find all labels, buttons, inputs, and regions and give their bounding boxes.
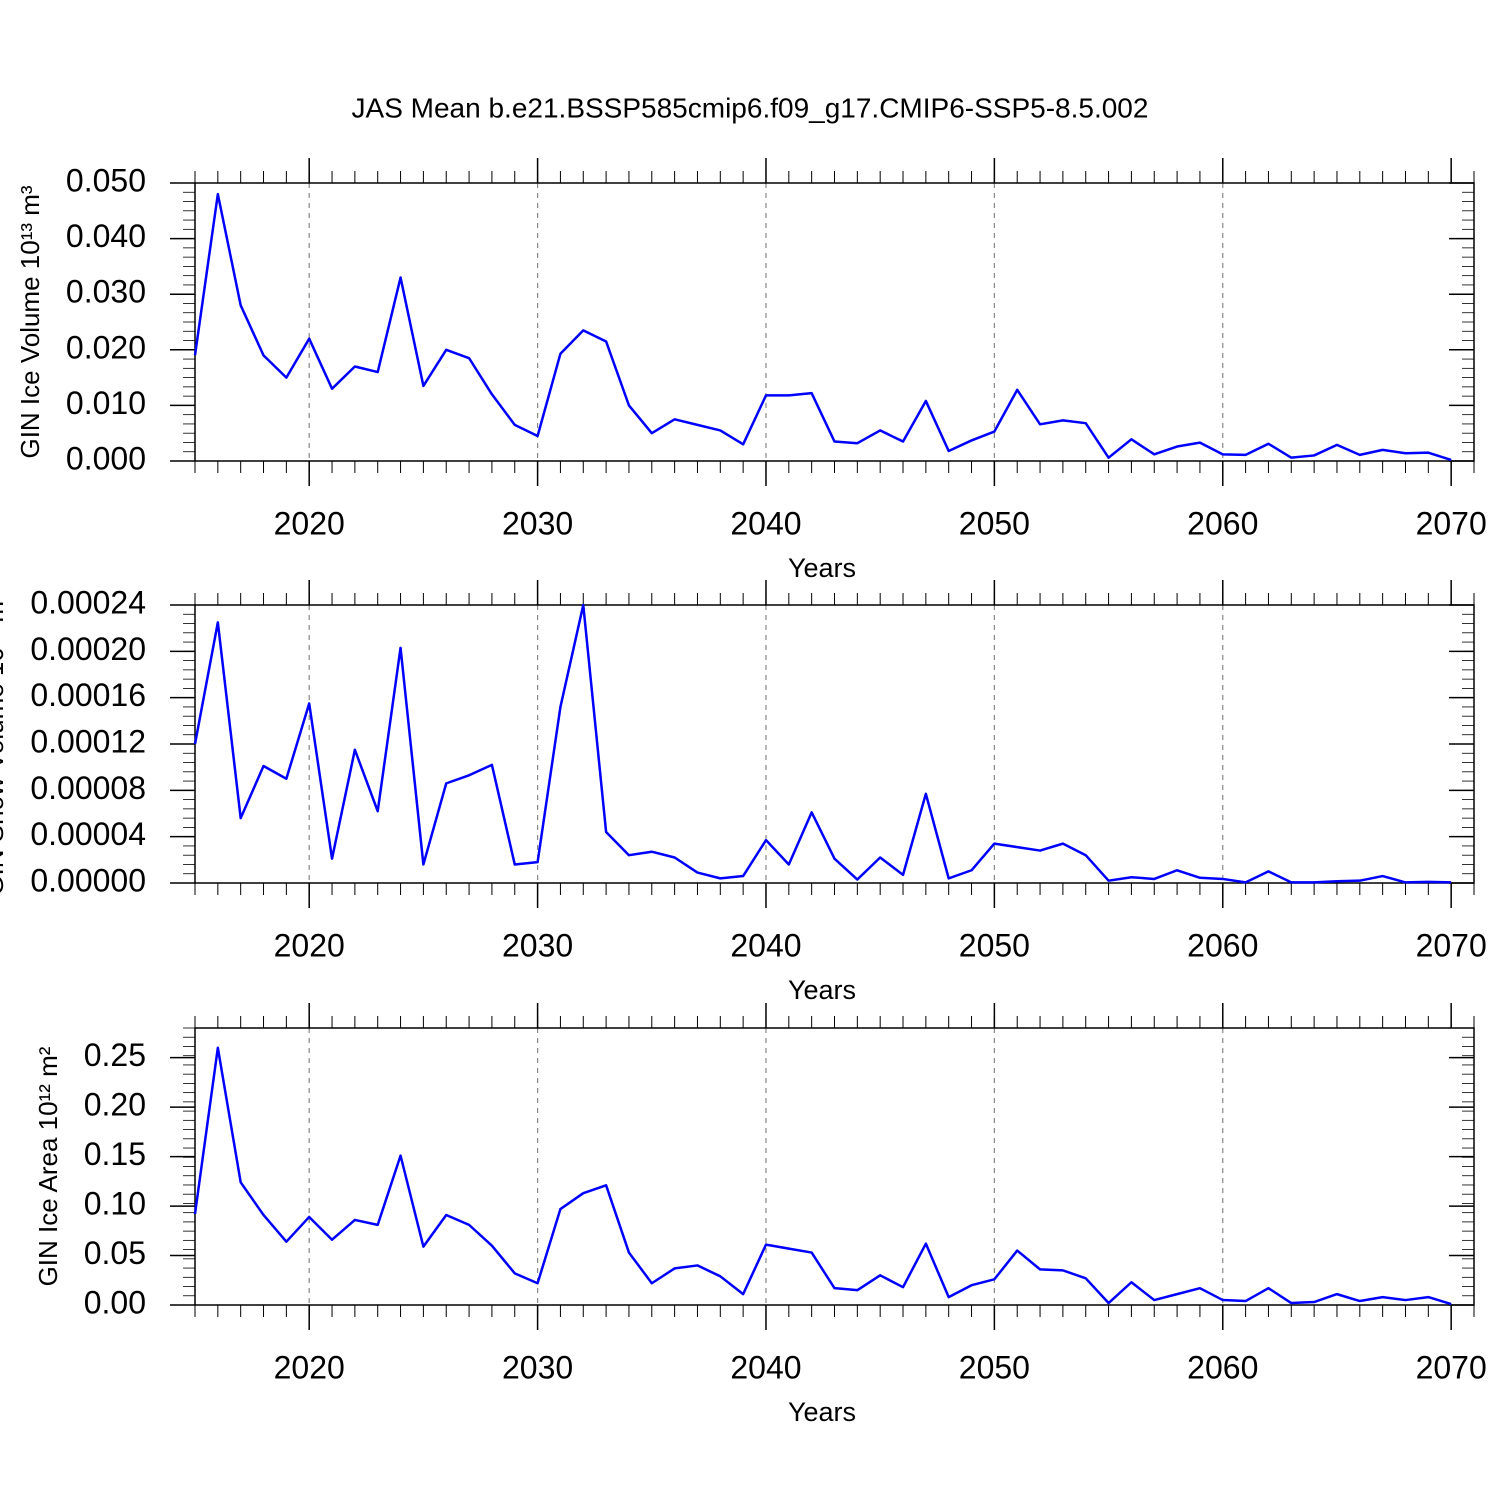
x-tick-label: 2060 — [1187, 927, 1258, 963]
y-tick-label: 0.000 — [66, 440, 146, 476]
plot-frame — [194, 182, 1475, 462]
x-tick-label: 2030 — [502, 927, 573, 963]
y-tick-label: 0.00008 — [30, 770, 146, 806]
x-tick-label: 2060 — [1187, 505, 1258, 541]
y-axis-label: GIN Snow Volume 10¹³ m³ — [0, 592, 9, 896]
plot-frame — [194, 1027, 1475, 1306]
x-tick-label: 2030 — [502, 1349, 573, 1385]
y-tick-label: 0.00012 — [30, 723, 146, 759]
data-line — [193, 1046, 1452, 1306]
y-tick-label: 0.040 — [66, 218, 146, 254]
x-tick-label: 2020 — [274, 927, 345, 963]
y-axis-label: GIN Ice Volume 10¹³ m³ — [15, 185, 45, 458]
chart-title: JAS Mean b.e21.BSSP585cmip6.f09_g17.CMIP… — [352, 92, 1149, 123]
x-tick-label: 2070 — [1416, 505, 1487, 541]
data-line — [193, 603, 1452, 884]
x-tick-label: 2030 — [502, 505, 573, 541]
x-tick-label: 2050 — [959, 1349, 1030, 1385]
y-tick-label: 0.00004 — [30, 816, 146, 852]
y-tick-label: 0.010 — [66, 385, 146, 421]
x-axis-label: Years — [788, 975, 856, 1005]
x-tick-label: 2050 — [959, 927, 1030, 963]
y-tick-label: 0.030 — [66, 274, 146, 310]
x-tick-label: 2020 — [274, 1349, 345, 1385]
y-tick-label: 0.20 — [84, 1087, 146, 1123]
x-tick-label: 2060 — [1187, 1349, 1258, 1385]
x-axis-label: Years — [788, 553, 856, 583]
x-tick-label: 2070 — [1416, 927, 1487, 963]
x-tick-label: 2020 — [274, 505, 345, 541]
y-tick-label: 0.00 — [84, 1284, 146, 1320]
x-tick-label: 2040 — [730, 927, 801, 963]
y-tick-label: 0.10 — [84, 1186, 146, 1222]
y-tick-label: 0.020 — [66, 329, 146, 365]
y-tick-label: 0.050 — [66, 162, 146, 198]
x-axis-label: Years — [788, 1397, 856, 1427]
y-tick-label: 0.05 — [84, 1235, 146, 1271]
x-tick-label: 2070 — [1416, 1349, 1487, 1385]
y-axis-label: GIN Ice Area 10¹² m² — [33, 1046, 63, 1286]
y-tick-label: 0.00000 — [30, 862, 146, 898]
y-tick-label: 0.00024 — [30, 584, 146, 620]
x-tick-label: 2050 — [959, 505, 1030, 541]
data-line — [193, 192, 1452, 462]
y-tick-label: 0.15 — [84, 1136, 146, 1172]
y-tick-label: 0.25 — [84, 1037, 146, 1073]
y-tick-label: 0.00020 — [30, 631, 146, 667]
y-tick-label: 0.00016 — [30, 677, 146, 713]
x-tick-label: 2040 — [730, 505, 801, 541]
x-tick-label: 2040 — [730, 1349, 801, 1385]
